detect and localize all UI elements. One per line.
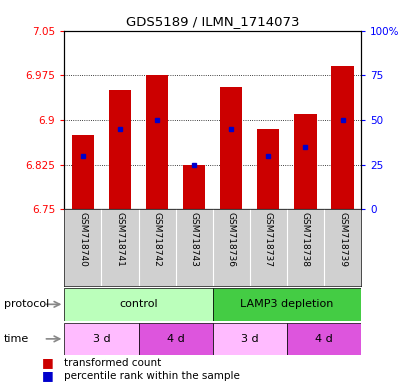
Text: percentile rank within the sample: percentile rank within the sample (64, 371, 240, 381)
Text: time: time (4, 334, 29, 344)
Bar (220, 87, 242, 209)
Text: 4 d: 4 d (167, 334, 185, 344)
Text: ■: ■ (42, 356, 53, 369)
Text: GSM718743: GSM718743 (190, 212, 199, 266)
Bar (64, 323, 139, 355)
Text: ■: ■ (42, 369, 53, 382)
Bar (183, 165, 205, 209)
Text: GSM718741: GSM718741 (115, 212, 124, 266)
Text: GSM718736: GSM718736 (227, 212, 236, 266)
Text: 4 d: 4 d (315, 334, 333, 344)
Bar (64, 288, 213, 321)
Title: GDS5189 / ILMN_1714073: GDS5189 / ILMN_1714073 (126, 15, 300, 28)
Text: 3 d: 3 d (241, 334, 259, 344)
Bar (109, 90, 131, 209)
Text: protocol: protocol (4, 299, 49, 310)
Bar (213, 288, 361, 321)
Text: GSM718737: GSM718737 (264, 212, 273, 266)
Text: GSM718742: GSM718742 (153, 212, 161, 266)
Bar (257, 129, 279, 209)
Bar (332, 66, 354, 209)
Bar (146, 75, 168, 209)
Text: 3 d: 3 d (93, 334, 110, 344)
Bar (287, 323, 361, 355)
Text: GSM718738: GSM718738 (301, 212, 310, 266)
Bar (294, 114, 317, 209)
Text: GSM718739: GSM718739 (338, 212, 347, 266)
Bar (139, 323, 213, 355)
Bar (72, 135, 94, 209)
Text: LAMP3 depletion: LAMP3 depletion (240, 299, 334, 310)
Text: GSM718740: GSM718740 (78, 212, 88, 266)
Text: control: control (119, 299, 158, 310)
Bar (213, 323, 287, 355)
Text: transformed count: transformed count (64, 358, 161, 368)
